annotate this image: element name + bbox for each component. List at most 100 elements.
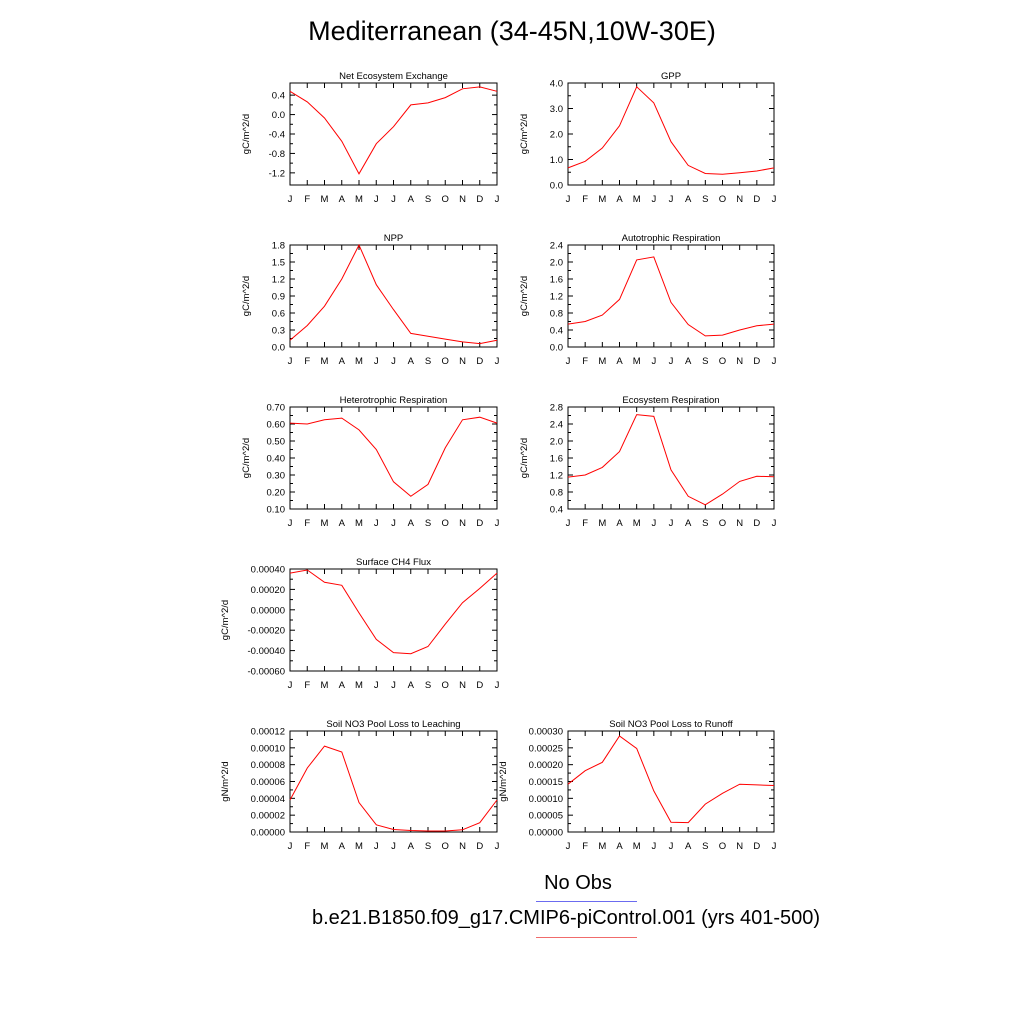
x-tick-label: M xyxy=(321,356,329,367)
x-tick-label: O xyxy=(719,841,726,852)
x-tick-label: J xyxy=(288,356,293,367)
x-tick-label: S xyxy=(702,194,708,205)
y-tick-label: 2.8 xyxy=(550,403,563,414)
series-line xyxy=(567,414,775,506)
y-tick-label: 0.40 xyxy=(267,454,286,465)
y-tick-label: 0.00030 xyxy=(529,727,563,738)
x-tick-label: S xyxy=(425,841,431,852)
x-tick-label: D xyxy=(753,841,760,852)
x-tick-label: J xyxy=(566,518,571,529)
y-tick-label: 2.4 xyxy=(550,420,563,431)
x-tick-label: D xyxy=(476,841,483,852)
x-tick-label: J xyxy=(391,841,396,852)
x-tick-label: A xyxy=(685,841,692,852)
x-tick-label: S xyxy=(425,194,431,205)
x-tick-label: O xyxy=(442,518,449,529)
y-axis-label: gC/m^2/d xyxy=(519,276,530,316)
x-tick-label: J xyxy=(651,518,656,529)
y-tick-label: 0.60 xyxy=(267,420,286,431)
y-tick-label: 0.00005 xyxy=(529,811,563,822)
y-tick-label: -0.4 xyxy=(269,130,285,141)
y-tick-label: 0.00040 xyxy=(251,565,285,576)
x-tick-label: J xyxy=(669,841,674,852)
y-tick-label: -0.00040 xyxy=(247,646,285,657)
x-tick-label: S xyxy=(702,841,708,852)
x-tick-label: N xyxy=(459,518,466,529)
chart-title: Autotrophic Respiration xyxy=(622,233,721,244)
plot-frame xyxy=(567,406,775,510)
y-tick-label: 0.00025 xyxy=(529,743,563,754)
legend-model-label: b.e21.B1850.f09_g17.CMIP6-piControl.001 … xyxy=(312,907,821,929)
x-tick-label: J xyxy=(495,680,500,691)
x-tick-label: F xyxy=(304,680,310,691)
x-tick-label: D xyxy=(476,518,483,529)
x-tick-label: J xyxy=(669,518,674,529)
y-tick-label: 2.0 xyxy=(550,437,563,448)
x-tick-label: A xyxy=(616,194,623,205)
y-tick-label: 0.00015 xyxy=(529,777,563,788)
series-line xyxy=(567,85,775,175)
x-tick-label: J xyxy=(391,194,396,205)
y-tick-label: 0.00010 xyxy=(529,794,563,805)
chart-title: Surface CH4 Flux xyxy=(356,557,431,568)
x-tick-label: M xyxy=(321,680,329,691)
y-axis-label: gN/m^2/d xyxy=(220,761,231,801)
y-tick-label: 0.00002 xyxy=(251,811,285,822)
x-tick-label: A xyxy=(339,680,346,691)
series-line xyxy=(289,86,498,175)
x-tick-label: M xyxy=(355,194,363,205)
y-tick-label: 0.4 xyxy=(272,91,285,102)
y-tick-label: 0.9 xyxy=(272,292,285,303)
x-tick-label: J xyxy=(651,194,656,205)
y-tick-label: 2.0 xyxy=(550,130,563,141)
x-tick-label: F xyxy=(304,194,310,205)
chart-title: GPP xyxy=(661,71,681,82)
chart-title: Ecosystem Respiration xyxy=(622,395,719,406)
x-tick-label: J xyxy=(495,356,500,367)
y-tick-label: -0.00020 xyxy=(247,626,285,637)
x-tick-label: A xyxy=(408,841,415,852)
x-tick-label: S xyxy=(425,518,431,529)
y-tick-label: 1.2 xyxy=(272,275,285,286)
y-tick-label: 4.0 xyxy=(550,79,563,90)
y-tick-label: 0.00000 xyxy=(251,828,285,839)
legend-model-line xyxy=(536,937,637,938)
x-tick-label: O xyxy=(442,356,449,367)
y-tick-label: 0.00008 xyxy=(251,760,285,771)
y-tick-label: 1.6 xyxy=(550,454,563,465)
y-tick-label: 0.70 xyxy=(267,403,286,414)
x-tick-label: A xyxy=(685,356,692,367)
y-tick-label: 0.4 xyxy=(550,505,563,516)
x-tick-label: M xyxy=(598,841,606,852)
series-line xyxy=(289,745,498,832)
chart-title: Soil NO3 Pool Loss to Leaching xyxy=(326,719,460,730)
x-tick-label: J xyxy=(566,841,571,852)
chart-title: Net Ecosystem Exchange xyxy=(339,71,448,82)
chart-title: NPP xyxy=(384,233,404,244)
y-tick-label: 0.0 xyxy=(272,343,285,354)
x-tick-label: J xyxy=(495,841,500,852)
x-tick-label: M xyxy=(355,841,363,852)
x-tick-label: D xyxy=(476,680,483,691)
x-tick-label: O xyxy=(442,680,449,691)
x-tick-label: A xyxy=(408,356,415,367)
x-tick-label: A xyxy=(339,518,346,529)
x-tick-label: M xyxy=(321,518,329,529)
x-tick-label: M xyxy=(598,194,606,205)
x-tick-label: N xyxy=(459,194,466,205)
x-tick-label: S xyxy=(702,356,708,367)
y-axis-label: gC/m^2/d xyxy=(241,438,252,478)
x-tick-label: F xyxy=(582,518,588,529)
x-tick-label: M xyxy=(355,518,363,529)
x-tick-label: S xyxy=(425,680,431,691)
x-tick-label: A xyxy=(616,841,623,852)
y-tick-label: 1.0 xyxy=(550,155,563,166)
series-line xyxy=(289,569,498,655)
plot-frame xyxy=(289,730,498,833)
y-tick-label: 0.00010 xyxy=(251,743,285,754)
y-tick-label: 0.00012 xyxy=(251,727,285,738)
y-tick-label: 0.00020 xyxy=(529,760,563,771)
